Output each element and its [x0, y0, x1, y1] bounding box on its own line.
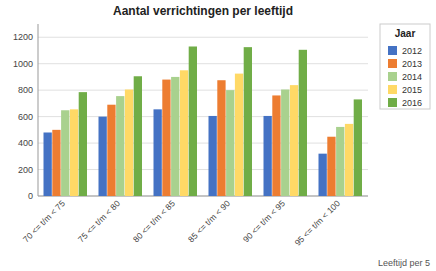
legend-frame — [380, 24, 430, 109]
legend-title: Jaar — [395, 28, 416, 39]
bar — [70, 109, 78, 196]
x-tick-label: 85 <= t/m < 90 — [186, 198, 232, 244]
y-tick-label: 1000 — [13, 59, 33, 69]
bar — [162, 80, 170, 196]
bar — [125, 89, 133, 196]
legend-swatch — [388, 46, 397, 55]
bar — [154, 109, 162, 196]
x-tick-label: 95 <= t/m < 100 — [293, 198, 343, 248]
bar — [79, 92, 87, 196]
bar — [290, 85, 298, 196]
y-tick-label: 600 — [18, 112, 33, 122]
legend-label: 2015 — [402, 85, 422, 95]
bar — [264, 116, 272, 196]
legend-swatch — [388, 85, 397, 94]
grid-line — [38, 63, 368, 64]
bars — [44, 46, 363, 196]
y-tick-label: 400 — [18, 138, 33, 148]
legend-label: 2012 — [402, 46, 422, 56]
bar — [244, 47, 252, 196]
x-axis-label: Leeftijd per 5 — [378, 258, 430, 268]
legend-label: 2013 — [402, 59, 422, 69]
bar — [345, 124, 353, 196]
bar — [99, 117, 107, 196]
bar — [235, 74, 243, 196]
bar — [134, 76, 142, 196]
bar — [116, 96, 124, 196]
legend: Jaar 2012 2013 2014 2015 2016 — [380, 24, 430, 109]
legend-label: 2016 — [402, 98, 422, 108]
bar — [180, 70, 188, 196]
y-tick-label: 200 — [18, 165, 33, 175]
legend-label: 2014 — [402, 72, 422, 82]
bar — [354, 99, 362, 196]
bar — [336, 127, 344, 196]
x-tick-label: 70 <= t/m < 75 — [21, 198, 67, 244]
chart-svg: Aantal verrichtingen per leeftijd 0 200 400… — [0, 0, 436, 271]
y-tick-label: 800 — [18, 85, 33, 95]
legend-swatch — [388, 59, 397, 68]
y-tick-label: 1200 — [13, 32, 33, 42]
bar — [44, 132, 52, 196]
y-tick-label: 0 — [28, 191, 33, 201]
grid-line — [38, 37, 368, 38]
bar — [189, 46, 197, 196]
bar — [171, 77, 179, 196]
bar — [319, 154, 327, 196]
bar — [327, 137, 335, 196]
bar — [299, 50, 307, 196]
bar — [209, 116, 217, 196]
legend-swatch — [388, 98, 397, 107]
bar — [52, 130, 60, 196]
grid-line — [38, 143, 368, 144]
bar — [226, 90, 234, 196]
y-axis-line — [38, 24, 39, 196]
bar — [107, 105, 115, 196]
chart-title: Aantal verrichtingen per leeftijd — [113, 4, 293, 18]
chart-container: Aantal verrichtingen per leeftijd 0 200 400… — [0, 0, 436, 271]
grid-line — [38, 90, 368, 91]
grid-line — [38, 116, 368, 117]
bar — [217, 80, 225, 196]
x-tick-label: 75 <= t/m < 80 — [76, 198, 122, 244]
grid — [38, 37, 368, 196]
bar — [272, 95, 280, 196]
x-tick-label: 80 <= t/m < 85 — [131, 198, 177, 244]
legend-swatch — [388, 72, 397, 81]
bar — [281, 89, 289, 196]
x-tick-label: 90 <= t/m < 95 — [241, 198, 287, 244]
bar — [61, 110, 69, 196]
